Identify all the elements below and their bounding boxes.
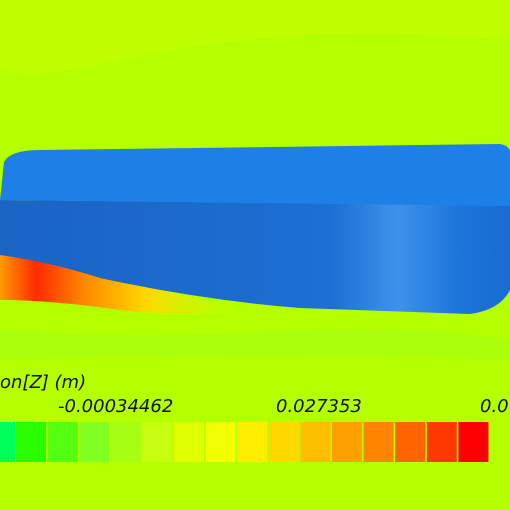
color-swatch: [268, 422, 299, 462]
contour-band: [0, 328, 510, 360]
wave-contour: [0, 255, 240, 314]
color-swatch: [205, 422, 236, 462]
legend-label: -0.00034462: [58, 396, 173, 417]
legend-title: on[Z] (m): [0, 372, 86, 393]
hull-deck: [0, 144, 510, 206]
color-swatch: [363, 422, 394, 462]
color-swatch: [332, 422, 362, 462]
legend-label: 0.0: [480, 396, 509, 417]
hull-side: [0, 200, 510, 314]
color-swatch: [16, 422, 46, 462]
color-swatch: [174, 422, 204, 462]
color-swatch: [47, 422, 78, 462]
color-bar: [0, 422, 489, 462]
color-swatch: [300, 422, 331, 462]
color-swatch: [142, 422, 173, 462]
contour-band: [0, 0, 510, 74]
color-swatch: [110, 422, 141, 462]
color-swatch: [395, 422, 426, 462]
color-swatch: [0, 422, 15, 462]
color-swatch: [426, 422, 457, 462]
legend-label: 0.027353: [276, 396, 362, 417]
color-swatch: [79, 422, 110, 462]
color-swatch: [237, 422, 268, 462]
color-swatch: [458, 422, 489, 462]
